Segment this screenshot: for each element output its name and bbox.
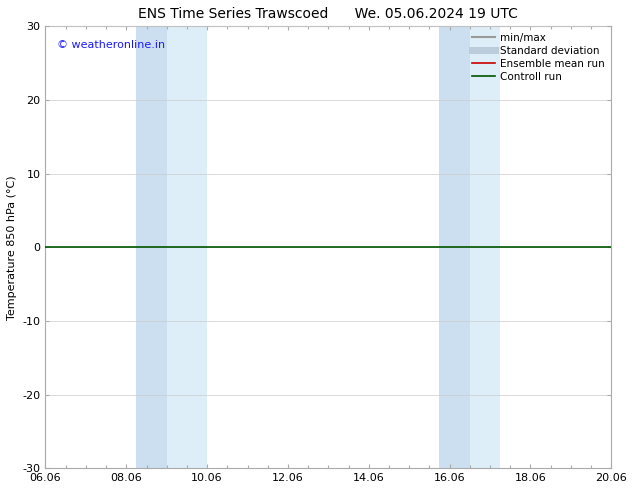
Bar (470, 26, 500, 468)
Text: © weatheronline.in: © weatheronline.in (57, 40, 165, 49)
Bar (439, 26, 470, 468)
Legend: min/max, Standard deviation, Ensemble mean run, Controll run: min/max, Standard deviation, Ensemble me… (468, 28, 609, 86)
Bar (136, 26, 167, 468)
Bar (167, 26, 207, 468)
Y-axis label: Temperature 850 hPa (°C): Temperature 850 hPa (°C) (7, 175, 17, 319)
Title: ENS Time Series Trawscoed      We. 05.06.2024 19 UTC: ENS Time Series Trawscoed We. 05.06.2024… (138, 7, 518, 21)
